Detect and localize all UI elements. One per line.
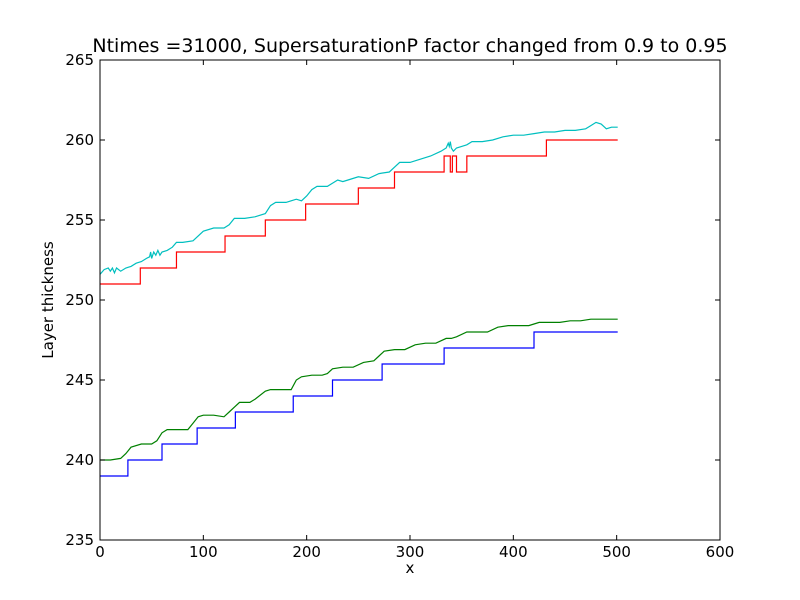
- y-tick-label: 250: [65, 291, 94, 309]
- x-tick-label: 600: [706, 543, 735, 561]
- y-tick-label: 235: [65, 531, 94, 549]
- ticks: [99, 59, 721, 541]
- x-tick-label: 100: [189, 543, 218, 561]
- series-line-red-step: [100, 139, 618, 285]
- tick-labels: 0 100 200 300 400 500 600 235 240 245 250 255 260 265: [65, 51, 734, 561]
- series-line-blue-step: [100, 331, 618, 477]
- y-axis-label: Layer thickness: [39, 241, 57, 359]
- y-tick-label: 245: [65, 371, 94, 389]
- y-tick-label: 255: [65, 211, 94, 229]
- x-tick-label: 0: [95, 543, 105, 561]
- series-line-cyan-smooth: [99, 121, 618, 275]
- plot-lines: [99, 121, 618, 477]
- y-tick-label: 240: [65, 451, 94, 469]
- y-tick-label: 265: [65, 51, 94, 69]
- x-axis-label: x: [406, 559, 415, 577]
- x-tick-label: 400: [499, 543, 528, 561]
- x-tick-label: 500: [602, 543, 631, 561]
- chart-title: Ntimes =31000, SupersaturationP factor c…: [92, 35, 727, 57]
- x-tick-label: 200: [292, 543, 321, 561]
- x-tick-label: 300: [396, 543, 425, 561]
- y-tick-label: 260: [65, 131, 94, 149]
- series-line-green-smooth: [100, 318, 618, 461]
